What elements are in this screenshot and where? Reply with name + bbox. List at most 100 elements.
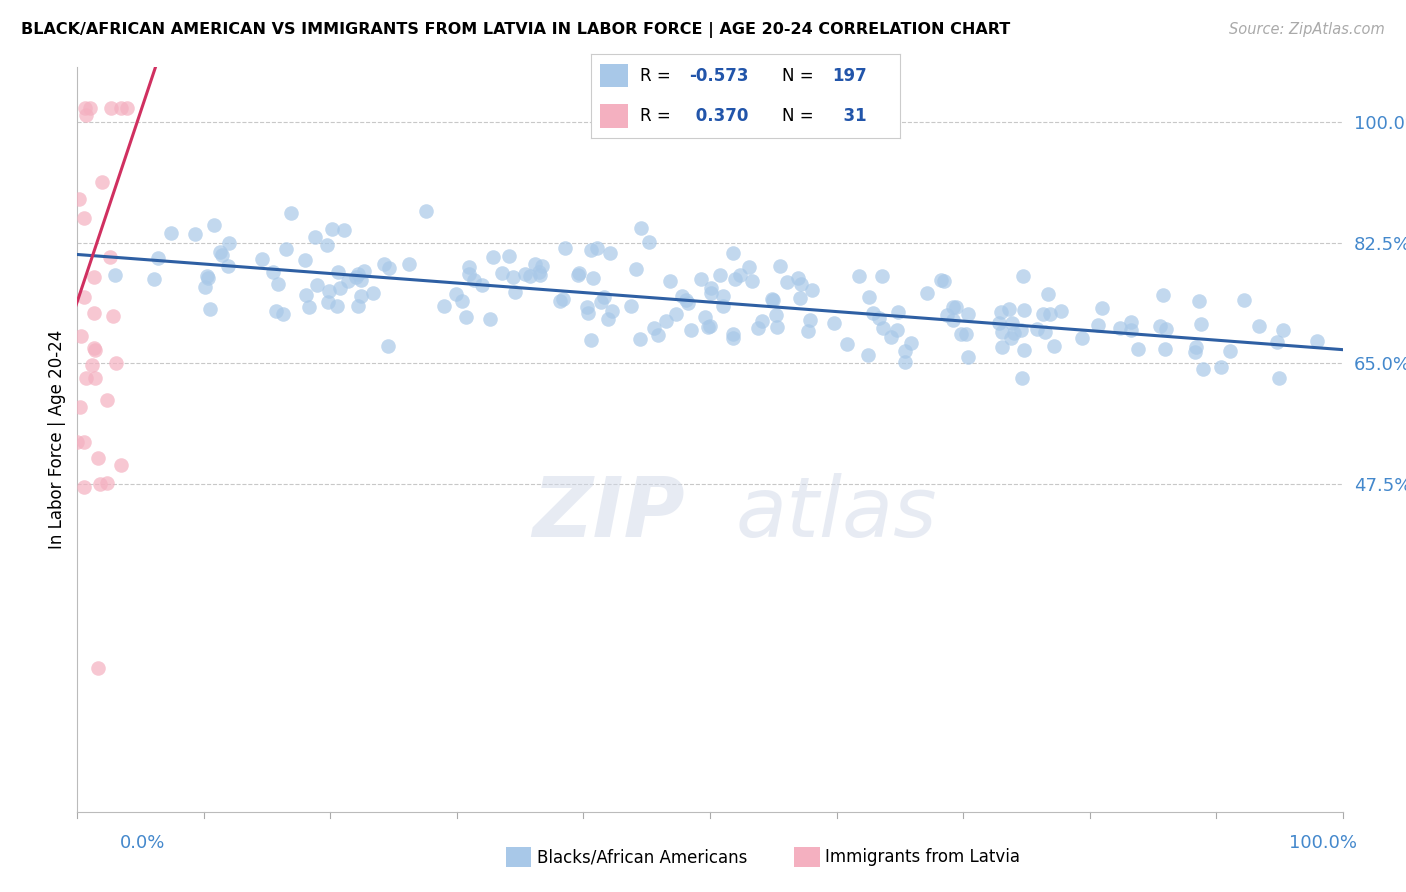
Point [630,221,652,235]
Point [142,272,165,286]
Point [1087,318,1109,332]
Point [513,267,536,281]
Point [998,301,1021,316]
Point [1271,323,1294,337]
Point [307,277,329,292]
Point [83,371,105,385]
Point [991,325,1014,339]
Point [886,305,908,319]
Point [620,299,643,313]
Point [96,476,118,491]
Point [676,296,699,310]
Point [361,285,384,300]
Point [675,293,697,308]
Point [502,269,524,284]
Point [1012,302,1035,317]
Point [1189,317,1212,331]
Point [942,300,965,314]
Point [945,300,967,314]
Point [276,242,298,256]
Point [346,299,368,313]
Point [89,477,111,491]
Point [681,323,703,337]
Point [79,101,101,115]
Point [738,260,761,274]
Point [709,268,731,282]
Point [990,305,1012,319]
Point [250,252,273,267]
Point [955,327,977,342]
Point [579,333,602,347]
Point [800,283,823,297]
Text: ZIP: ZIP [531,474,685,554]
Point [915,286,938,301]
Point [1267,371,1289,385]
Point [373,257,395,271]
Text: R =: R = [640,67,676,85]
Point [217,259,239,273]
Point [1119,315,1142,329]
Point [73,434,96,449]
Point [936,308,959,322]
Point [73,290,96,304]
Point [956,308,979,322]
Point [624,262,647,277]
Point [1038,286,1060,301]
Text: -0.573: -0.573 [689,67,749,85]
Point [479,311,502,326]
Point [1184,344,1206,359]
Point [267,277,290,291]
Point [82,358,104,372]
Point [1011,269,1033,284]
Point [775,275,797,289]
Text: 31: 31 [832,107,866,125]
Point [837,336,859,351]
Point [530,259,553,273]
Point [900,336,922,351]
Point [503,285,526,299]
Point [858,348,880,362]
Point [591,295,613,310]
Point [73,101,96,115]
Point [1128,343,1150,357]
Point [872,321,894,335]
Point [321,222,343,236]
Point [1049,304,1071,318]
Point [433,300,456,314]
Text: 0.370: 0.370 [689,107,748,125]
Point [66,434,89,449]
Point [655,314,678,328]
Point [316,295,339,310]
Text: atlas: atlas [735,474,936,554]
Point [1002,326,1025,340]
Point [942,313,965,327]
Point [110,101,132,115]
Point [295,288,318,302]
Point [886,323,908,337]
Point [658,274,681,288]
Point [1265,335,1288,350]
Point [73,211,96,226]
Point [628,332,651,346]
Y-axis label: In Labor Force | Age 20-24: In Labor Force | Age 20-24 [48,330,66,549]
Point [208,244,231,259]
Bar [600,104,627,128]
Point [378,261,401,276]
Point [643,321,665,335]
Point [83,306,105,320]
Point [880,330,903,344]
Point [1109,321,1132,335]
Text: Blacks/African Americans: Blacks/African Americans [537,848,748,866]
Point [1091,301,1114,315]
Point [1121,323,1143,337]
Point [104,268,127,282]
Point [665,307,688,321]
Point [761,293,783,307]
Point [194,279,217,293]
Point [1219,343,1241,358]
Text: R =: R = [640,107,676,125]
Point [575,300,598,314]
Point [451,293,474,308]
Point [728,268,751,282]
Point [1149,318,1171,333]
